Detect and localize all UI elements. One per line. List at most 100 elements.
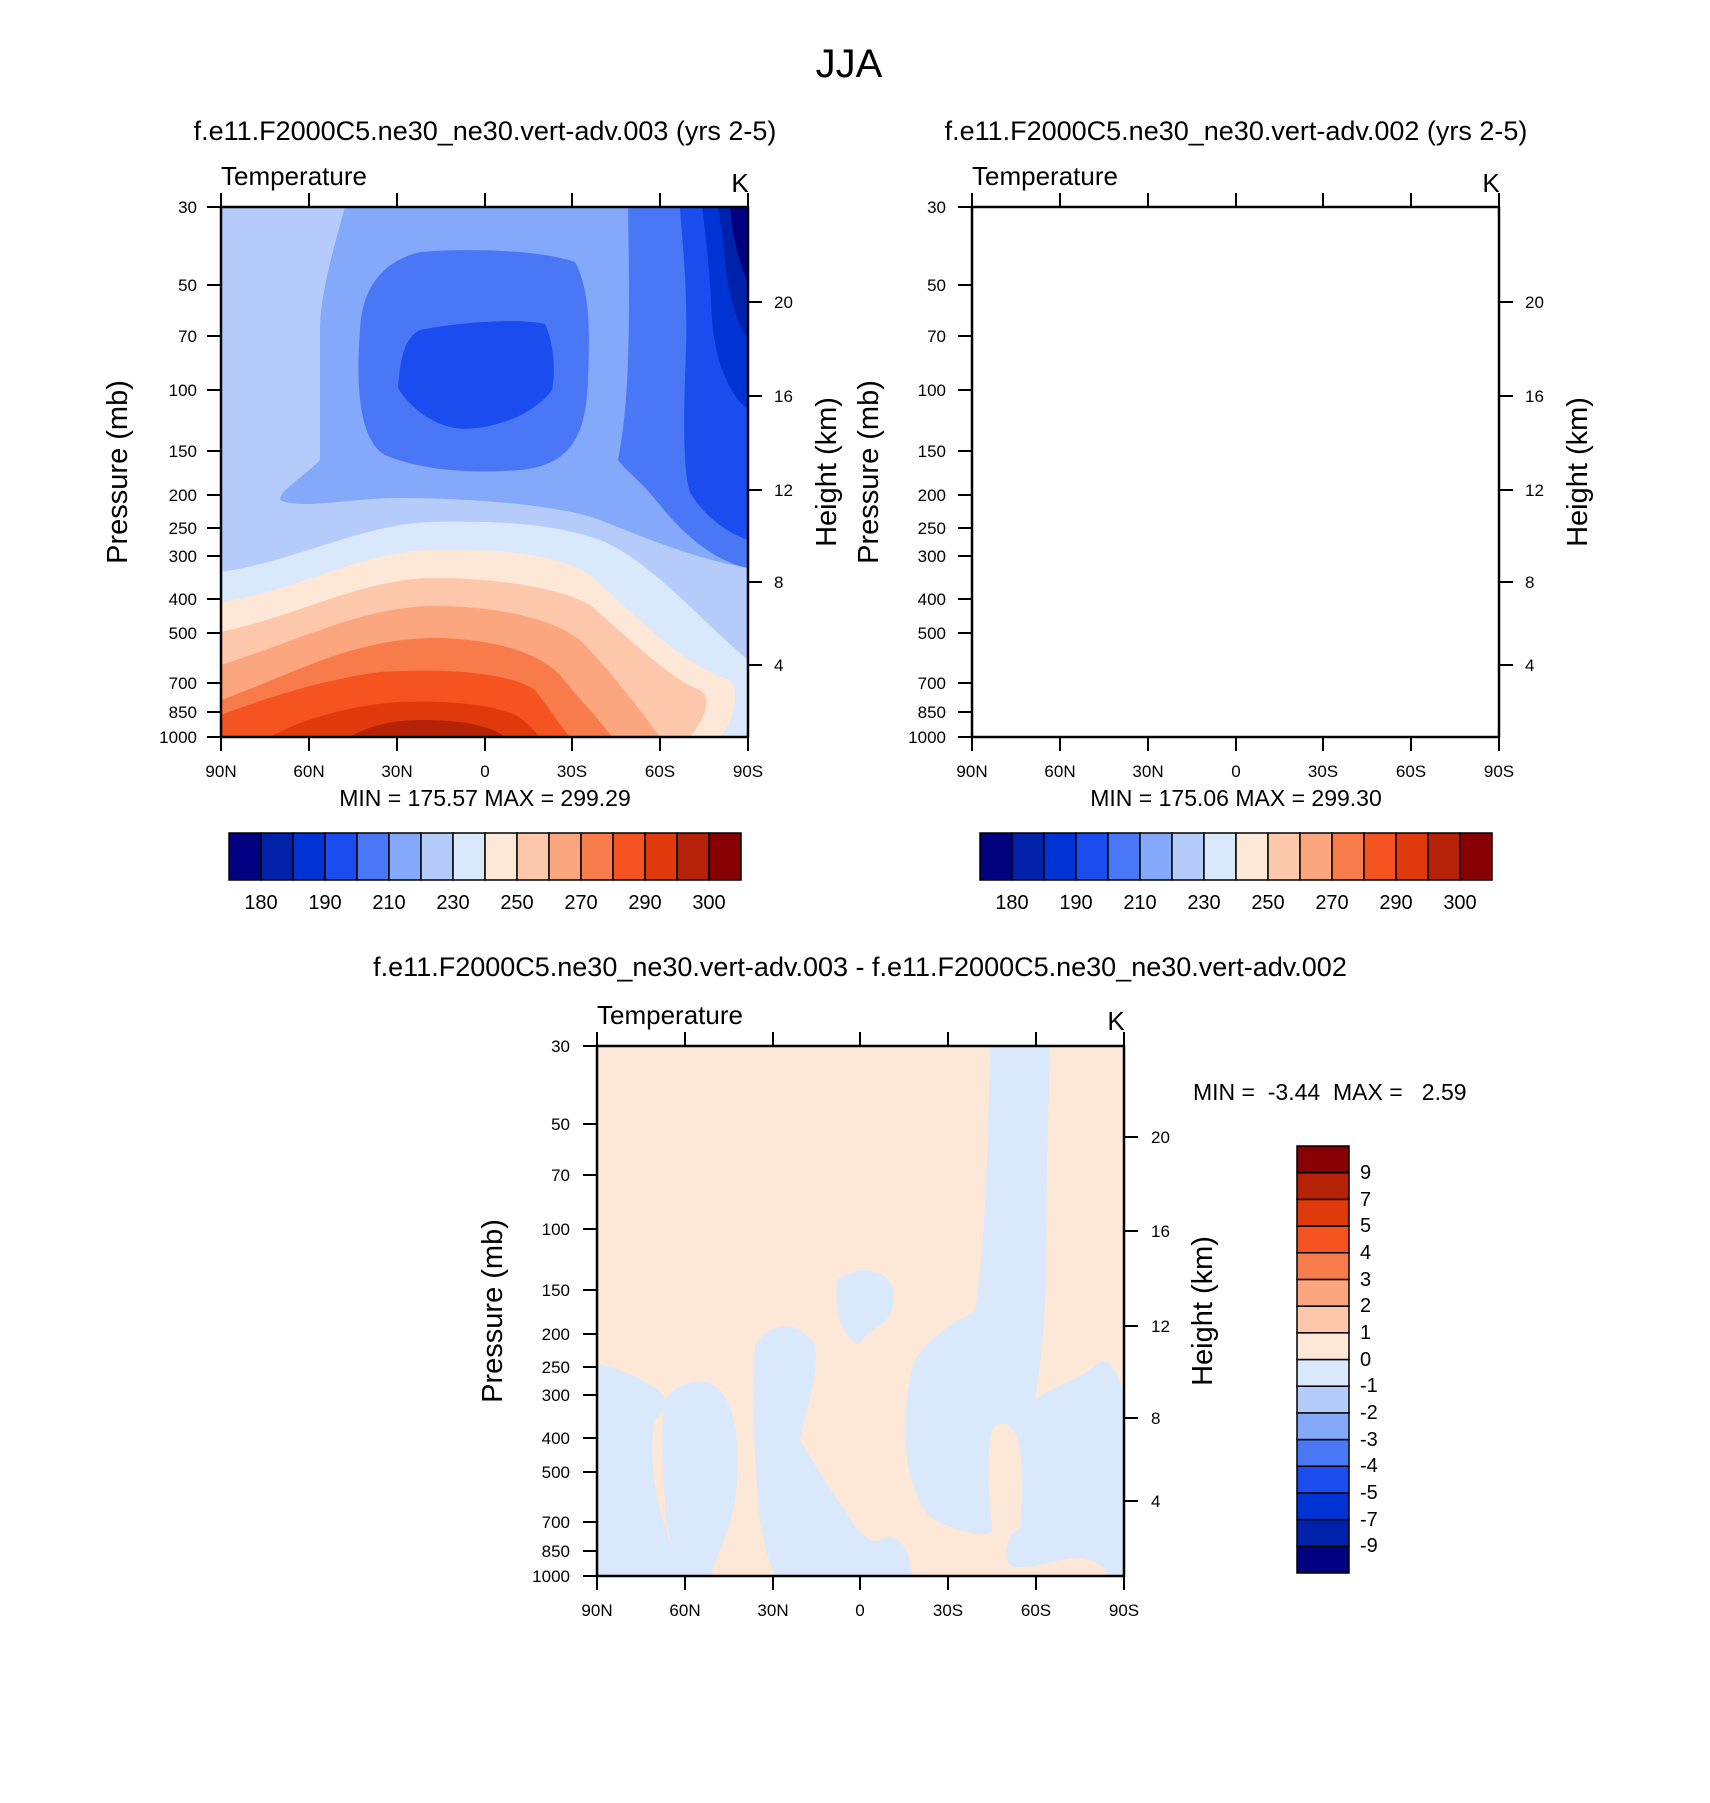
colorbar-swatch (1395, 832, 1429, 881)
contour-level-160-south (1469, 207, 1499, 340)
pressure-tick-label: 50 (551, 1115, 570, 1134)
min-max-stats: MIN = 175.06 MAX = 299.30 (1090, 785, 1382, 811)
colorbar-swatch (1296, 1438, 1350, 1467)
colorbar-swatch (388, 832, 422, 881)
y-axis-left-ticks (583, 1045, 597, 1577)
colorbar-label: 290 (628, 892, 661, 914)
colorbar-label: 1 (1360, 1322, 1371, 1344)
colorbar-label: 300 (692, 892, 725, 914)
pressure-tick-label: 200 (169, 486, 197, 505)
contour-level-pos-small (1045, 1566, 1070, 1576)
panel-title: f.e11.F2000C5.ne30_ne30.vert-adv.003 - f… (373, 952, 1347, 982)
contour-level-190-north (1109, 250, 1340, 471)
panel-bottom: f.e11.F2000C5.ne30_ne30.vert-adv.003 - f… (373, 952, 1466, 1620)
y-axis-right-title: Height (km) (811, 397, 843, 547)
contour-level-150-south (730, 207, 748, 282)
contour-level-neg (753, 1326, 912, 1576)
y-axis-left-title: Pressure (mb) (102, 380, 134, 564)
x-axis-labels: 90N 60N 30N 0 30S 60S 90S (581, 1601, 1139, 1620)
contour-level-neg (836, 1270, 895, 1345)
pressure-tick-label: 700 (918, 674, 946, 693)
y-axis-right-ticks (1124, 1136, 1138, 1502)
colorbar-label: 270 (564, 892, 597, 914)
pressure-tick-label: 200 (918, 486, 946, 505)
pressure-tick-label: 500 (542, 1463, 570, 1482)
colorbar-swatch (420, 832, 454, 881)
colorbar-swatch (1299, 832, 1333, 881)
panel-title: f.e11.F2000C5.ne30_ne30.vert-adv.002 (yr… (945, 116, 1528, 146)
units-label: K (1482, 168, 1500, 198)
pressure-tick-label: 500 (918, 624, 946, 643)
variable-label: Temperature (597, 1000, 743, 1030)
x-tick-label: 0 (480, 762, 489, 781)
y-axis-right-title: Height (km) (1187, 1236, 1219, 1386)
pressure-tick-label: 100 (169, 381, 197, 400)
height-tick-label: 8 (774, 573, 783, 592)
x-tick-label: 90S (1484, 762, 1514, 781)
colorbar-labels: 9 7 5 4 3 2 1 0 -1 -2 -3 -4 -5 -7 -9 (1360, 1162, 1378, 1557)
pressure-tick-label: 500 (169, 624, 197, 643)
colorbar: 180 190 210 230 250 270 290 300 (228, 832, 742, 914)
colorbar-swatch (1296, 1545, 1350, 1574)
colorbar-label: 9 (1360, 1162, 1371, 1184)
x-tick-label: 0 (1231, 762, 1240, 781)
colorbar-swatch (1363, 832, 1397, 881)
colorbar-label: 190 (1059, 892, 1092, 914)
x-tick-label: 90N (581, 1601, 612, 1620)
colorbar-swatch (1139, 832, 1173, 881)
height-tick-label: 12 (774, 481, 793, 500)
colorbar-swatch (676, 832, 710, 881)
contour-level-210 (1031, 207, 1499, 568)
colorbar-swatch (324, 832, 358, 881)
colorbar-swatch (1107, 832, 1141, 881)
x-tick-label: 60S (1396, 762, 1426, 781)
panel-top-left: f.e11.F2000C5.ne30_ne30.vert-adv.003 (yr… (102, 116, 843, 914)
y-axis-right-title: Height (km) (1562, 397, 1594, 547)
colorbar-boxes (1296, 1145, 1350, 1574)
x-axis-ticks (220, 193, 749, 751)
colorbar-label: -2 (1360, 1402, 1378, 1424)
colorbar-label: 210 (372, 892, 405, 914)
colorbar: 180 190 210 230 250 270 290 300 (979, 832, 1493, 914)
pressure-tick-label: 100 (542, 1220, 570, 1239)
contour-level-250 (972, 550, 1486, 737)
colorbar-swatch (1459, 832, 1493, 881)
colorbar-swatch (1427, 832, 1461, 881)
colorbar-label: 230 (1187, 892, 1220, 914)
y-axis-left-title: Pressure (mb) (477, 1219, 509, 1403)
pressure-tick-label: 400 (918, 590, 946, 609)
x-tick-label: 60N (293, 762, 324, 781)
x-tick-label: 60N (1044, 762, 1075, 781)
height-tick-label: 8 (1525, 573, 1534, 592)
x-axis-labels: 90N 60N 30N 0 30S 60S 90S (205, 762, 763, 781)
contour-level-180-north (1149, 321, 1305, 429)
colorbar-swatch (1203, 832, 1237, 881)
colorbar-label: 5 (1360, 1215, 1371, 1237)
colorbar-label: 180 (995, 892, 1028, 914)
colorbar-label: 290 (1379, 892, 1412, 914)
y-axis-left-labels: 30 50 70 100 150 200 250 300 400 500 700… (532, 1037, 570, 1586)
colorbar-swatch (1296, 1225, 1350, 1254)
pressure-tick-label: 150 (169, 442, 197, 461)
contour-field (597, 1046, 1124, 1576)
colorbar-swatch (516, 832, 550, 881)
pressure-tick-label: 1000 (908, 728, 946, 747)
height-tick-label: 20 (1151, 1128, 1170, 1147)
colorbar-swatch (1296, 1492, 1350, 1521)
colorbar-label: -9 (1360, 1535, 1378, 1557)
contour-level-298 (350, 720, 505, 737)
colorbar-label: 250 (500, 892, 533, 914)
x-tick-label: 30N (381, 762, 412, 781)
x-tick-label: 30S (933, 1601, 963, 1620)
x-tick-label: 90S (733, 762, 763, 781)
x-tick-label: 60S (645, 762, 675, 781)
contour-level-240 (972, 522, 1499, 737)
colorbar-swatch (708, 832, 742, 881)
x-axis-ticks (596, 1032, 1125, 1590)
height-tick-label: 12 (1525, 481, 1544, 500)
y-axis-right-labels: 20 16 12 8 4 (1151, 1128, 1170, 1511)
height-tick-label: 20 (774, 293, 793, 312)
y-axis-left-labels: 30 50 70 100 150 200 250 300 400 500 700… (908, 198, 946, 747)
contour-level-180-north (398, 321, 554, 429)
